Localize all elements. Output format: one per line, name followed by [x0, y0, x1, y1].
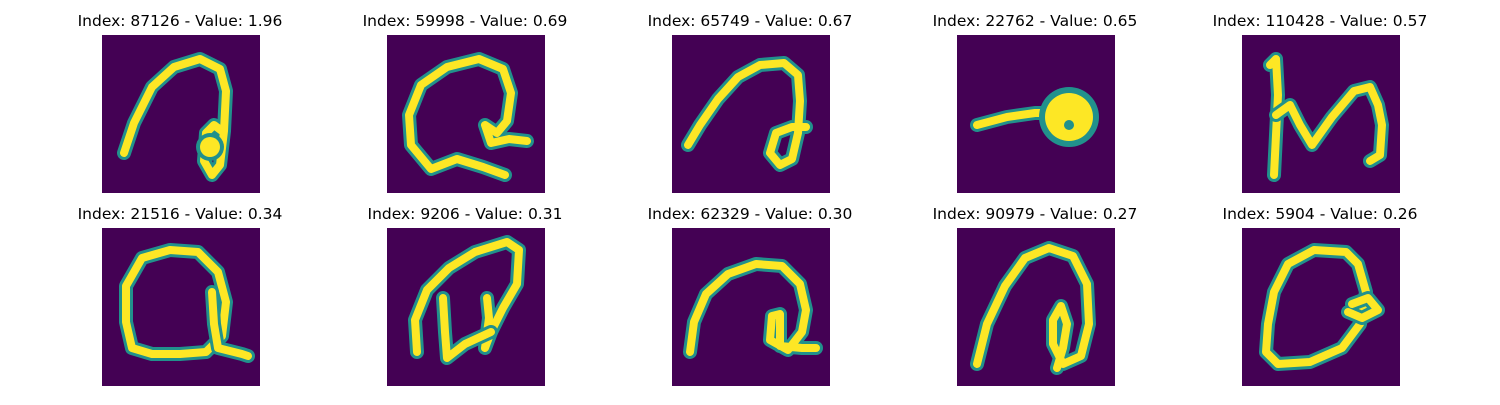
digit-image — [102, 228, 260, 386]
sample-cell-4: Index: 22762 - Value: 0.65 — [885, 12, 1185, 212]
sample-title: Index: 90979 - Value: 0.27 — [932, 205, 1138, 223]
sample-title: Index: 62329 - Value: 0.30 — [647, 205, 853, 223]
digit-image — [672, 228, 830, 386]
sample-cell-5: Index: 110428 - Value: 0.57 — [1170, 12, 1470, 212]
sample-title: Index: 9206 - Value: 0.31 — [367, 205, 563, 223]
sample-cell-9: Index: 90979 - Value: 0.27 — [885, 205, 1185, 405]
digit-image — [957, 35, 1115, 193]
digit-image — [957, 228, 1115, 386]
sample-title: Index: 22762 - Value: 0.65 — [932, 12, 1138, 30]
digit-image — [102, 35, 260, 193]
sample-title: Index: 110428 - Value: 0.57 — [1212, 12, 1428, 30]
digit-image — [672, 35, 830, 193]
sample-cell-8: Index: 62329 - Value: 0.30 — [600, 205, 900, 405]
sample-cell-2: Index: 59998 - Value: 0.69 — [315, 12, 615, 212]
sample-cell-3: Index: 65749 - Value: 0.67 — [600, 12, 900, 212]
sample-title: Index: 21516 - Value: 0.34 — [77, 205, 283, 223]
digit-image — [1242, 228, 1400, 386]
sample-title: Index: 5904 - Value: 0.26 — [1222, 205, 1418, 223]
digit-image — [387, 228, 545, 386]
digit-image — [1242, 35, 1400, 193]
sample-cell-7: Index: 9206 - Value: 0.31 — [315, 205, 615, 405]
sample-cell-1: Index: 87126 - Value: 1.96 — [30, 12, 330, 212]
sample-cell-10: Index: 5904 - Value: 0.26 — [1170, 205, 1470, 405]
digit-image — [387, 35, 545, 193]
sample-title: Index: 87126 - Value: 1.96 — [77, 12, 283, 30]
sample-cell-6: Index: 21516 - Value: 0.34 — [30, 205, 330, 405]
sample-title: Index: 65749 - Value: 0.67 — [647, 12, 853, 30]
sample-title: Index: 59998 - Value: 0.69 — [362, 12, 568, 30]
